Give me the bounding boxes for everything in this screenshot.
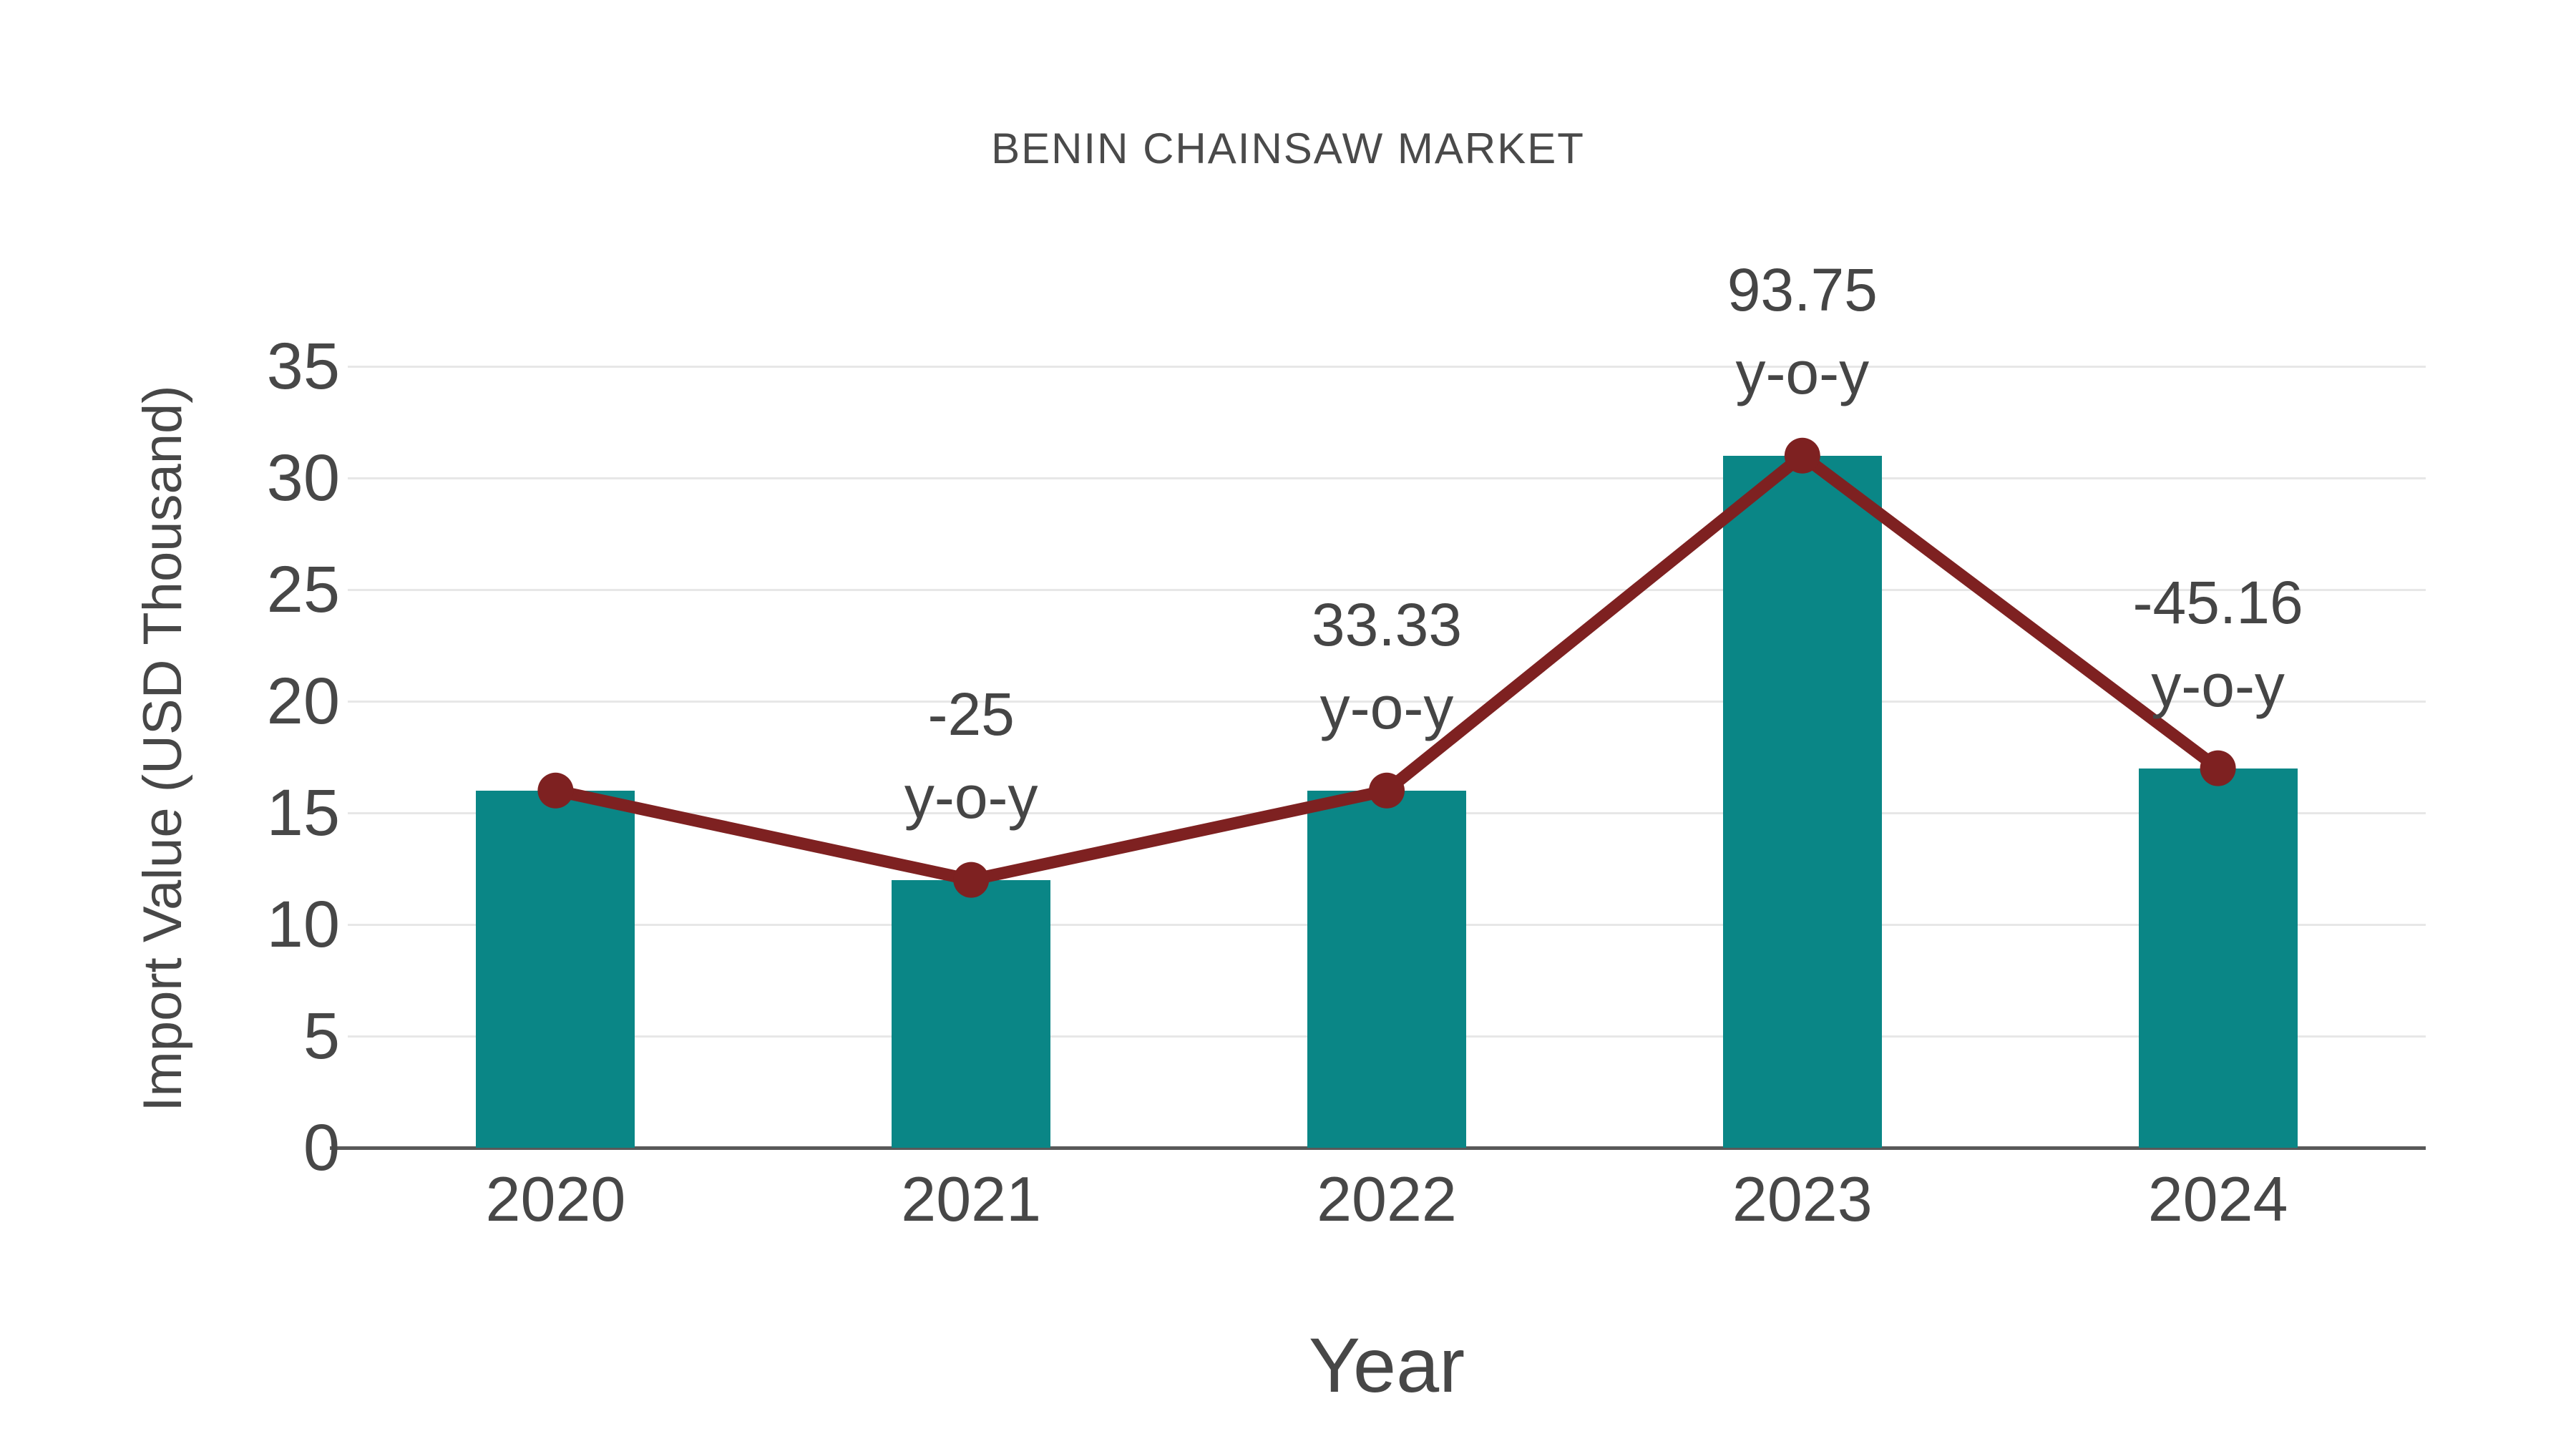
y-tick-label-10: 10 [266, 888, 340, 961]
y-tick-label-0: 0 [303, 1111, 340, 1184]
y-tick-label-30: 30 [266, 441, 340, 514]
y-tick-label-25: 25 [266, 553, 340, 626]
y-tick-label-15: 15 [266, 776, 340, 849]
x-tick-label-2020: 2020 [485, 1163, 626, 1234]
yoy-annotation-2022: 33.33 y-o-y [1165, 583, 1609, 749]
x-tick-label-2021: 2021 [901, 1163, 1042, 1234]
x-tick-label-2023: 2023 [1732, 1163, 1873, 1234]
yoy-value-2024: -45.16 [2132, 568, 2303, 636]
x-tick-label-2022: 2022 [1317, 1163, 1457, 1234]
yoy-suffix-2023: y-o-y [1735, 338, 1870, 406]
bar-2022 [1307, 790, 1466, 1148]
gridline-20 [348, 700, 2426, 703]
y-tick-label-20: 20 [266, 665, 340, 738]
bar-2024 [2138, 768, 2298, 1148]
bar-2023 [1722, 455, 1882, 1148]
trend-marker-2022 [1369, 772, 1405, 809]
yoy-value-2022: 33.33 [1311, 590, 1463, 658]
trend-marker-2020 [537, 772, 574, 809]
yoy-value-2021: -25 [927, 680, 1015, 748]
chart-title: BENIN CHAINSAW MARKET [991, 125, 1585, 172]
gridline-25 [348, 588, 2426, 591]
bar-2021 [892, 879, 1051, 1148]
yoy-suffix-2022: y-o-y [1319, 673, 1454, 741]
yoy-suffix-2024: y-o-y [2151, 651, 2285, 719]
trend-marker-2024 [2200, 750, 2236, 786]
x-axis-line [330, 1146, 2426, 1150]
x-tick-label-2024: 2024 [2147, 1163, 2288, 1234]
y-tick-label-5: 5 [303, 1000, 340, 1073]
x-axis-title: Year [1308, 1322, 1465, 1408]
trend-marker-2023 [1784, 437, 1820, 474]
yoy-annotation-2021: -25 y-o-y [749, 673, 1193, 839]
gridline-30 [348, 477, 2426, 479]
yoy-annotation-2023: 93.75 y-o-y [1581, 248, 2024, 414]
gridline-35 [348, 365, 2426, 368]
trend-marker-2021 [953, 862, 990, 898]
bar-2020 [476, 790, 635, 1148]
y-tick-label-35: 35 [266, 330, 340, 403]
yoy-annotation-2024: -45.16 y-o-y [1996, 561, 2440, 727]
yoy-suffix-2021: y-o-y [904, 763, 1038, 831]
yoy-value-2023: 93.75 [1727, 255, 1878, 323]
